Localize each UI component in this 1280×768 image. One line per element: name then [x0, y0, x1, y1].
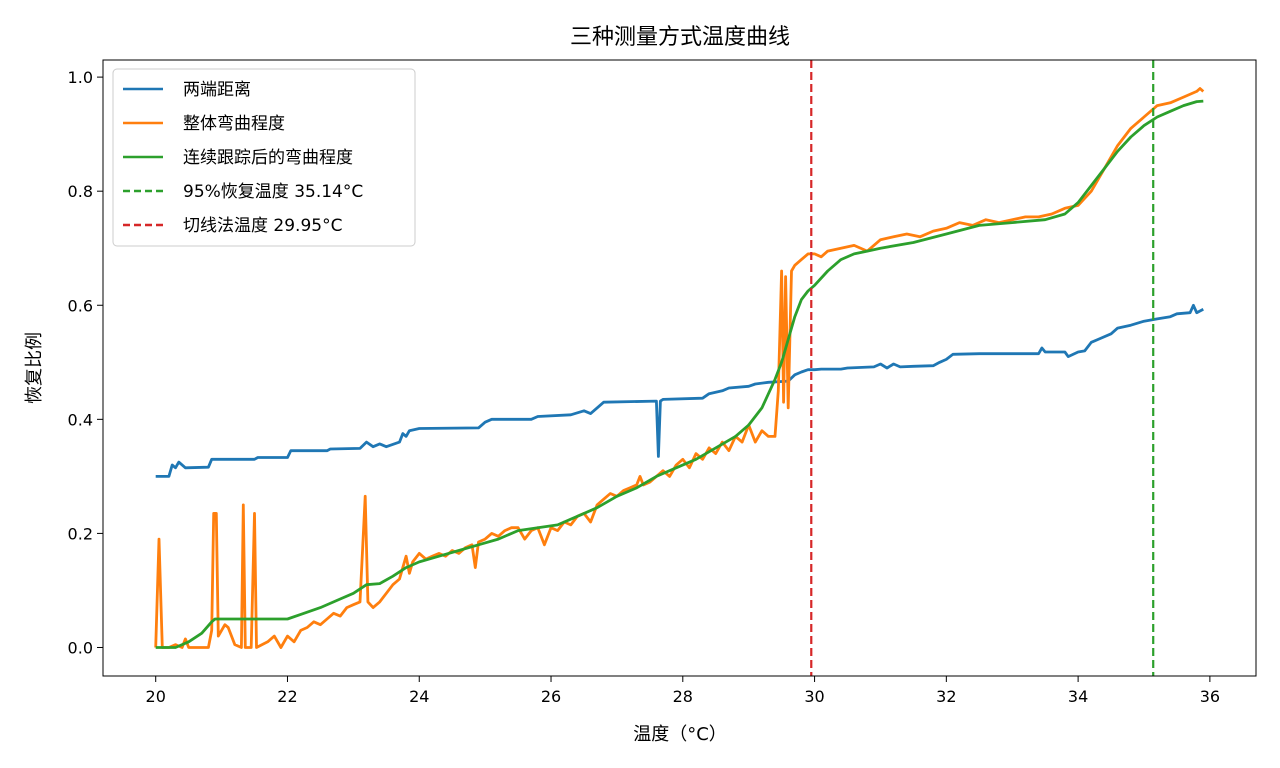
y-axis: 0.0 0.2 0.4 0.6 0.8 1.0 [68, 68, 103, 657]
x-tick-label: 22 [277, 687, 297, 706]
x-tick-label: 30 [804, 687, 824, 706]
x-axis: 20 22 24 26 28 30 32 34 36 [146, 676, 1220, 706]
legend-label: 整体弯曲程度 [183, 114, 285, 134]
y-tick-label: 0.2 [68, 524, 93, 543]
series-line-0 [155, 303, 1204, 478]
x-tick-label: 26 [541, 687, 561, 706]
chart-title: 三种测量方式温度曲线 [570, 25, 790, 50]
legend-label: 95%恢复温度 35.14°C [183, 182, 363, 202]
y-tick-label: 0.0 [68, 638, 93, 657]
y-tick-label: 0.6 [68, 296, 93, 315]
series-group [154, 60, 1205, 676]
x-tick-label: 36 [1200, 687, 1220, 706]
legend-label: 切线法温度 29.95°C [183, 216, 342, 236]
x-tick-label: 24 [409, 687, 429, 706]
legend-label: 两端距离 [183, 80, 251, 100]
x-tick-label: 20 [146, 687, 166, 706]
series-line-2 [155, 99, 1204, 649]
x-tick-label: 28 [673, 687, 693, 706]
y-axis-label: 恢复比例 [24, 332, 45, 404]
y-tick-label: 1.0 [68, 68, 93, 87]
legend-box [112, 68, 416, 247]
legend-label: 连续跟踪后的弯曲程度 [183, 148, 353, 168]
y-tick-label: 0.8 [68, 182, 93, 201]
y-tick-label: 0.4 [68, 410, 93, 429]
x-tick-label: 32 [936, 687, 956, 706]
plot-frame [102, 59, 1257, 677]
x-axis-label: 温度（°C） [633, 724, 727, 745]
x-tick-label: 34 [1068, 687, 1088, 706]
plot-area [102, 59, 1257, 677]
